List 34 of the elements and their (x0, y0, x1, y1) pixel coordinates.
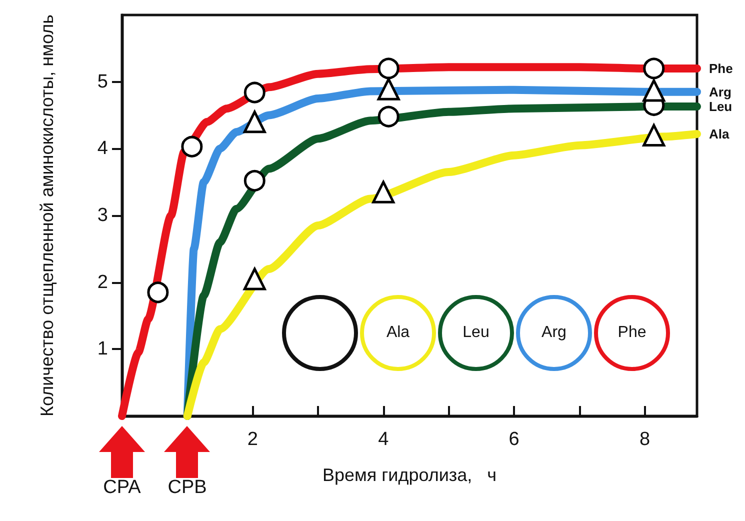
y-tick-label: 2 (97, 272, 108, 293)
y-tick-label: 3 (97, 205, 108, 226)
series-label: Phe (709, 60, 733, 76)
series-label: Ala (709, 126, 730, 142)
point (244, 82, 266, 104)
y-tick-label: 5 (97, 71, 108, 92)
point (243, 268, 266, 290)
annotation: Phe (616, 323, 648, 343)
point (642, 79, 666, 102)
y-tick-label: 1 (97, 338, 108, 360)
point (243, 110, 266, 134)
x-tick-label: 6 (508, 429, 520, 450)
series-label: Leu (709, 99, 732, 114)
y-axis-title: Количество отщепленной аминокислоты, нмоль (37, 14, 57, 416)
x-tick-label: 8 (639, 429, 650, 450)
point (181, 136, 203, 158)
point (244, 170, 266, 192)
text: CPB (166, 477, 208, 499)
point (147, 282, 169, 304)
y-tick-label: 4 (97, 138, 108, 160)
series-label: Arg (709, 84, 732, 100)
x-tick-label: 4 (378, 429, 390, 450)
annotation: Leu (462, 323, 490, 343)
annotation: Arg (540, 323, 568, 343)
point (377, 78, 400, 100)
point (643, 58, 665, 80)
x-tick-label: 2 (247, 429, 258, 450)
point (642, 124, 666, 147)
point (372, 180, 395, 204)
point (378, 106, 400, 128)
point (378, 58, 400, 80)
text: CPA (102, 477, 142, 499)
x-axis-title: Время гидролиза, ч (322, 465, 497, 485)
annotation: Ala (385, 323, 411, 343)
